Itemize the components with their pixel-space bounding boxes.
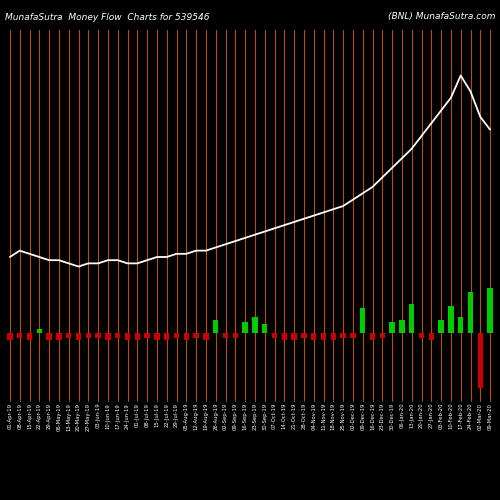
Bar [311, 334, 316, 340]
Bar [115, 334, 120, 338]
Bar [27, 334, 32, 340]
Bar [292, 334, 297, 340]
Bar [419, 334, 424, 338]
Bar [66, 334, 71, 338]
Bar [96, 334, 101, 338]
Bar [448, 306, 454, 334]
Text: (BNL) MunafaSutra.com: (BNL) MunafaSutra.com [388, 12, 495, 22]
Bar [301, 334, 306, 338]
Bar [350, 334, 356, 338]
Bar [282, 334, 287, 340]
Bar [428, 334, 434, 340]
Bar [262, 324, 268, 334]
Bar [46, 334, 52, 340]
Bar [86, 334, 91, 338]
Bar [154, 334, 160, 340]
Bar [409, 304, 414, 334]
Bar [36, 328, 42, 334]
Bar [56, 334, 62, 340]
Bar [125, 334, 130, 340]
Bar [134, 334, 140, 340]
Bar [194, 334, 199, 338]
Bar [7, 334, 12, 340]
Bar [390, 322, 395, 334]
Bar [144, 334, 150, 338]
Bar [340, 334, 346, 338]
Bar [321, 334, 326, 340]
Bar [478, 334, 483, 388]
Bar [164, 334, 170, 340]
Bar [272, 334, 277, 338]
Bar [17, 334, 22, 338]
Bar [174, 334, 179, 338]
Bar [330, 334, 336, 340]
Bar [380, 334, 385, 338]
Bar [223, 334, 228, 338]
Bar [203, 334, 208, 340]
Bar [252, 318, 258, 334]
Bar [76, 334, 81, 340]
Bar [360, 308, 366, 334]
Bar [105, 334, 110, 340]
Bar [370, 334, 375, 340]
Bar [468, 292, 473, 334]
Bar [232, 334, 238, 338]
Bar [399, 320, 404, 334]
Text: MunafaSutra  Money Flow  Charts for 539546: MunafaSutra Money Flow Charts for 539546 [5, 12, 210, 22]
Bar [242, 322, 248, 334]
Bar [438, 320, 444, 334]
Bar [184, 334, 189, 340]
Bar [458, 318, 464, 334]
Bar [213, 320, 218, 334]
Bar [488, 288, 493, 334]
